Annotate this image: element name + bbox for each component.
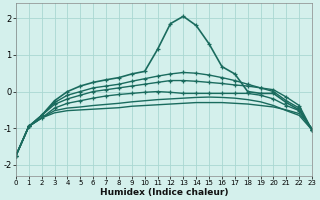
X-axis label: Humidex (Indice chaleur): Humidex (Indice chaleur) [100, 188, 228, 197]
